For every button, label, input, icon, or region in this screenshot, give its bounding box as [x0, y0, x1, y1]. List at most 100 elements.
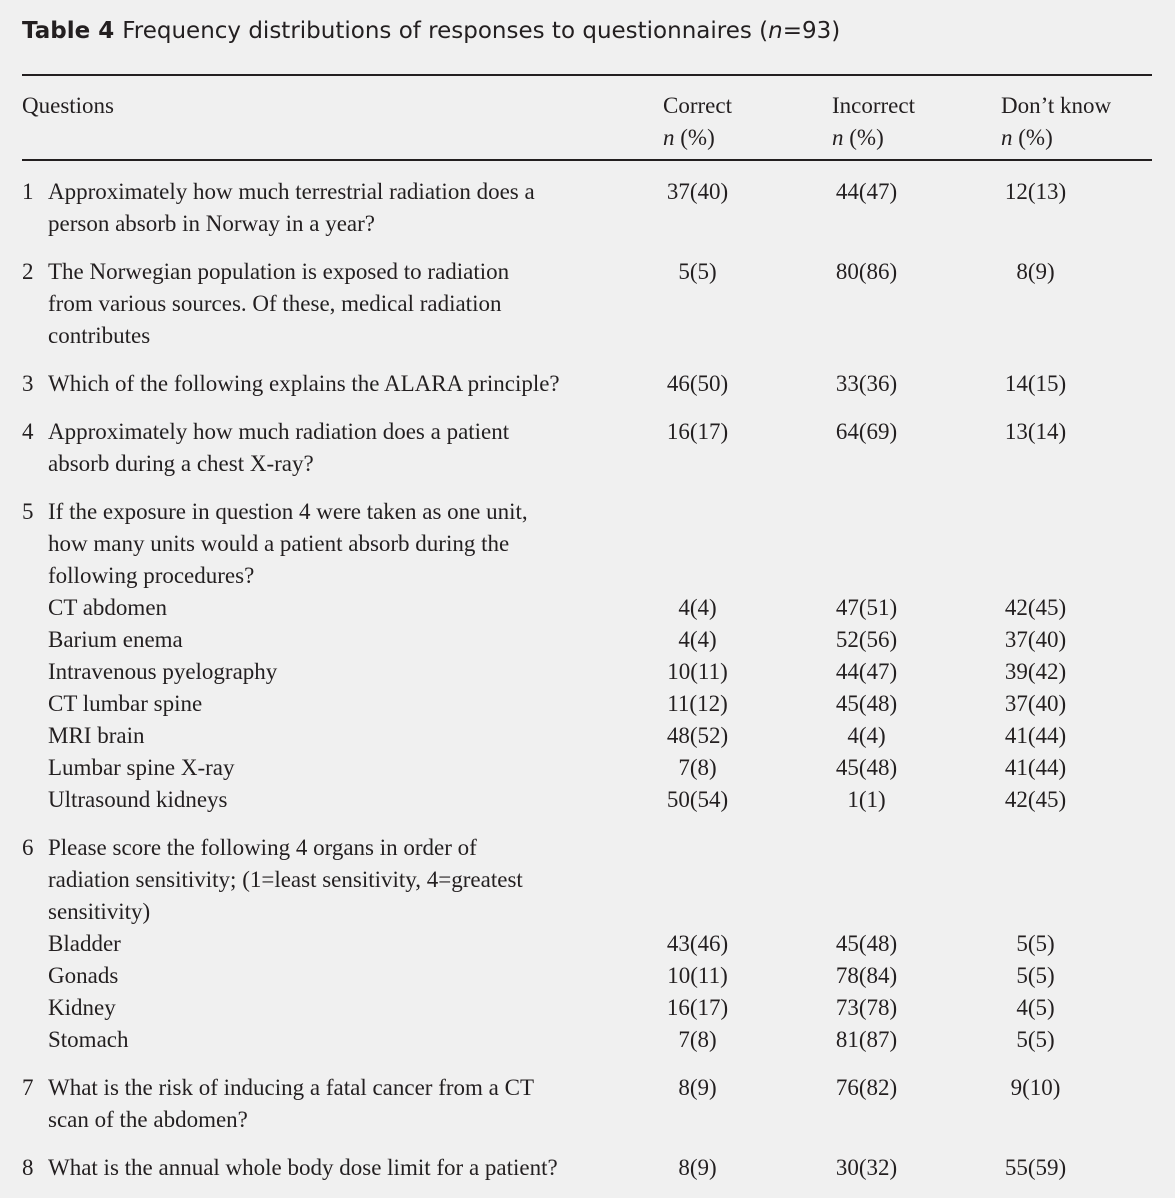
table-header: Questions Correct Incorrect Don’t know n (%)…: [22, 90, 1152, 154]
question-text: If the exposure in question 4 were taken…: [48, 499, 528, 524]
answer-count: 46(50): [666, 371, 729, 396]
table-body: 1 Approximately how much terrestrial radi…: [22, 176, 1152, 1198]
question-text: from various sources. Of these, medical …: [48, 291, 502, 316]
question-number: [22, 896, 48, 928]
item-line: Lumbar spine X-ray 7(8) 45(48) 41(44): [22, 752, 1152, 784]
question-number: 2: [22, 259, 34, 284]
question-number: [22, 560, 48, 592]
answer-count: 44(47): [835, 179, 898, 204]
question-row: 5 If the exposure in question 4 were take…: [22, 496, 1152, 816]
question-text: scan of the abdomen?: [48, 1107, 248, 1132]
answer-count: 45(48): [835, 931, 898, 956]
spacer: [22, 992, 48, 1024]
item-line: Kidney 16(17) 73(78) 4(5): [22, 992, 1152, 1024]
spacer: [22, 688, 48, 720]
item-label: Lumbar spine X-ray: [48, 755, 235, 780]
title-text-end: =93): [782, 18, 841, 44]
question-row: 2 The Norwegian population is exposed to …: [22, 256, 1152, 352]
column-header: Incorrect: [832, 93, 915, 118]
answer-count: 78(84): [835, 963, 898, 988]
answer-count: 44(47): [835, 659, 898, 684]
item-label: CT abdomen: [48, 595, 168, 620]
column-header: Correct: [663, 93, 732, 118]
answer-count: 33(36): [835, 371, 898, 396]
answer-count: 37(40): [1004, 627, 1067, 652]
spacer: [22, 122, 613, 154]
question-number: 4: [22, 419, 34, 444]
answer-count: 39(42): [1004, 659, 1067, 684]
question-row: 6 Please score the following 4 organs in …: [22, 832, 1152, 1056]
question-line: 1 Approximately how much terrestrial radi…: [22, 176, 1152, 208]
column-variable: n: [663, 125, 675, 150]
answer-count: 48(52): [666, 723, 729, 748]
question-line: 5 If the exposure in question 4 were take…: [22, 496, 1152, 528]
question-line: 7 What is the risk of inducing a fatal ca…: [22, 1072, 1152, 1104]
spacer: [22, 720, 48, 752]
question-number: [22, 528, 48, 560]
table-label: Table 4: [22, 18, 115, 44]
answer-count: 4(4): [678, 595, 717, 620]
spacer: [22, 784, 48, 816]
item-line: Gonads 10(11) 78(84) 5(5): [22, 960, 1152, 992]
answer-count: 41(44): [1004, 755, 1067, 780]
answer-count: 13(14): [1004, 419, 1067, 444]
spacer: [22, 656, 48, 688]
answer-count: 43(46): [666, 931, 729, 956]
question-row: 4 Approximately how much radiation does a…: [22, 416, 1152, 480]
column-variable: n: [832, 125, 844, 150]
item-line: CT abdomen 4(4) 47(51) 42(45): [22, 592, 1152, 624]
question-number: 1: [22, 179, 34, 204]
column-header: Don’t know: [1001, 93, 1112, 118]
question-line: how many units would a patient absorb du…: [22, 528, 1152, 560]
answer-count: 37(40): [666, 179, 729, 204]
question-line: from various sources. Of these, medical …: [22, 288, 1152, 320]
item-label: Intravenous pyelography: [48, 659, 278, 684]
question-row: 8 What is the annual whole body dose limi…: [22, 1152, 1152, 1184]
item-label: Stomach: [48, 1027, 129, 1052]
spacer: [22, 1024, 48, 1056]
question-line: person absorb in Norway in a year?: [22, 208, 1152, 240]
item-label: CT lumbar spine: [48, 691, 203, 716]
question-line: scan of the abdomen?: [22, 1104, 1152, 1136]
question-text: Please score the following 4 organs in o…: [48, 835, 477, 860]
answer-count: 10(11): [667, 963, 728, 988]
item-line: Bladder 43(46) 45(48) 5(5): [22, 928, 1152, 960]
answer-count: 5(5): [1016, 963, 1055, 988]
answer-count: 80(86): [835, 259, 898, 284]
header-rule: [22, 159, 1152, 161]
item-line: Barium enema 4(4) 52(56) 37(40): [22, 624, 1152, 656]
question-text: Which of the following explains the ALAR…: [48, 371, 560, 396]
question-text: following procedures?: [48, 563, 255, 588]
question-text: absorb during a chest X-ray?: [48, 451, 314, 476]
spacer: [22, 752, 48, 784]
answer-count: 16(17): [666, 995, 729, 1020]
column-unit-text: (%): [849, 125, 884, 150]
question-text: contributes: [48, 323, 151, 348]
question-line: 3 Which of the following explains the ALA…: [22, 368, 1152, 400]
answer-count: 5(5): [1016, 931, 1055, 956]
question-text: What is the annual whole body dose limit…: [48, 1155, 558, 1180]
answer-count: 8(9): [1016, 259, 1055, 284]
item-line: Intravenous pyelography 10(11) 44(47) 39(42…: [22, 656, 1152, 688]
question-number: 8: [22, 1155, 34, 1180]
table-title: Table 4 Frequency distributions of respon…: [22, 18, 840, 44]
answer-count: 55(59): [1004, 1155, 1067, 1180]
question-text: sensitivity): [48, 899, 151, 924]
question-line: 6 Please score the following 4 organs in …: [22, 832, 1152, 864]
question-header: Questions: [22, 93, 114, 118]
question-number: 7: [22, 1075, 34, 1100]
item-line: Ultrasound kidneys 50(54) 1(1) 42(45): [22, 784, 1152, 816]
answer-count: 7(8): [678, 1027, 717, 1052]
question-number: [22, 208, 48, 240]
question-number: 6: [22, 835, 34, 860]
answer-count: 4(5): [1016, 995, 1055, 1020]
answer-count: 81(87): [835, 1027, 898, 1052]
answer-count: 41(44): [1004, 723, 1067, 748]
answer-count: 64(69): [835, 419, 898, 444]
header-line: Questions Correct Incorrect Don’t know: [22, 90, 1152, 122]
column-unit: n (%): [951, 122, 1120, 154]
question-row: 1 Approximately how much terrestrial radi…: [22, 176, 1152, 240]
question-number: [22, 1104, 48, 1136]
answer-count: 5(5): [678, 259, 717, 284]
question-line: 2 The Norwegian population is exposed to …: [22, 256, 1152, 288]
